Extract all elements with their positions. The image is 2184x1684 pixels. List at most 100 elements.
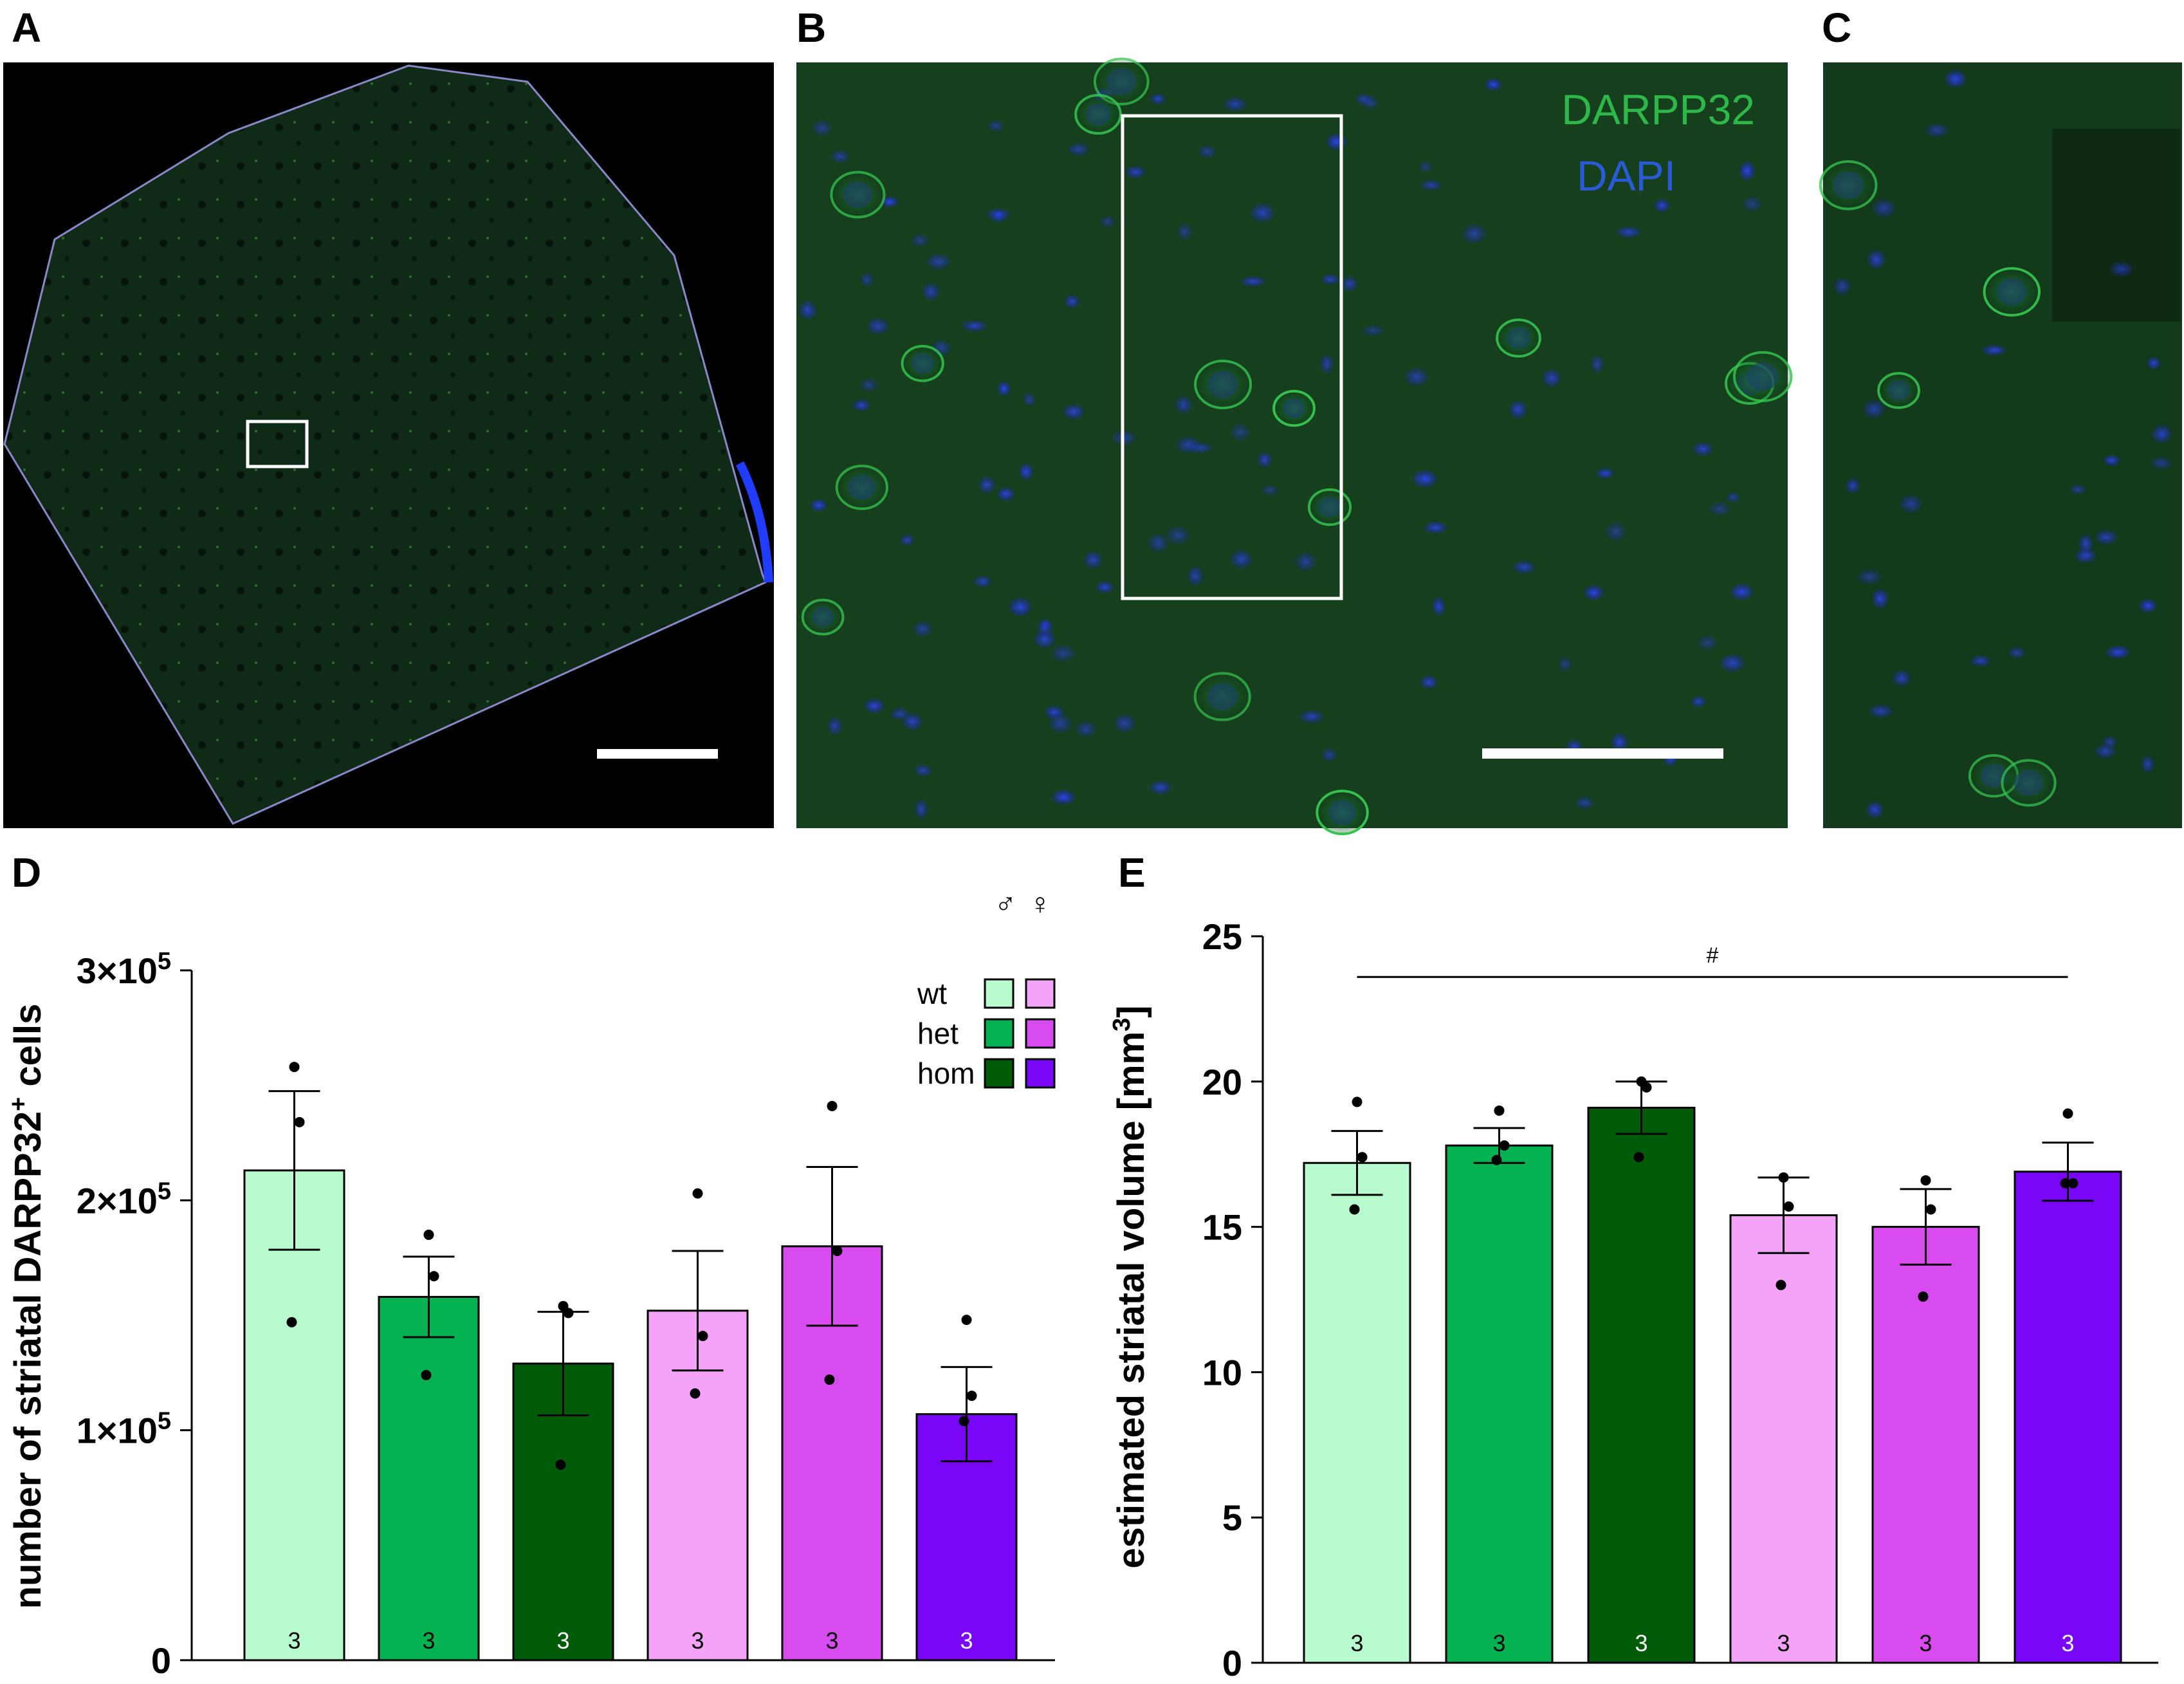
dapi-nucleus bbox=[1654, 199, 1670, 212]
dapi-nucleus bbox=[1616, 227, 1641, 238]
data-point bbox=[2060, 1178, 2071, 1189]
dapi-nucleus bbox=[1542, 369, 1561, 387]
dapi-nucleus bbox=[926, 254, 951, 270]
data-point bbox=[428, 1271, 439, 1282]
data-point bbox=[697, 1331, 708, 1342]
n-label: 3 bbox=[288, 1627, 300, 1654]
darpp32-cells bbox=[801, 57, 1793, 835]
dapi-nucleus bbox=[1691, 696, 1706, 708]
data-point bbox=[1352, 1096, 1363, 1107]
panel-b-image bbox=[796, 62, 1788, 828]
data-point bbox=[2068, 1178, 2078, 1189]
panel-letter-a: A bbox=[12, 5, 41, 51]
n-label: 3 bbox=[2061, 1630, 2074, 1656]
dapi-nucleus bbox=[1148, 533, 1168, 553]
dapi-nucleus bbox=[1321, 274, 1340, 285]
dapi-nucleus bbox=[1596, 467, 1615, 479]
dapi-nucleus bbox=[2104, 455, 2120, 466]
dapi-nucleus bbox=[915, 799, 928, 819]
dapi-nucleus bbox=[1872, 589, 1889, 609]
data-point bbox=[289, 1062, 300, 1073]
dapi-nucleus bbox=[1251, 203, 1275, 223]
y-tick-label: 1×105 bbox=[77, 1408, 171, 1451]
dapi-nucleus bbox=[1726, 492, 1740, 503]
dapi-nucleus bbox=[1223, 97, 1247, 112]
data-point bbox=[286, 1317, 297, 1328]
dapi-nucleus bbox=[1241, 276, 1265, 287]
dapi-nucleus bbox=[1341, 276, 1358, 291]
dapi-nucleus bbox=[1114, 714, 1135, 733]
dapi-nucleus bbox=[903, 713, 922, 730]
dapi-nucleus bbox=[911, 353, 934, 374]
data-point bbox=[1633, 1152, 1644, 1163]
dapi-nucleus bbox=[911, 234, 930, 247]
dapi-nuclei bbox=[1833, 70, 2172, 819]
dapi-nucleus bbox=[1887, 380, 1910, 401]
dapi-nucleus bbox=[2095, 530, 2118, 544]
bar bbox=[1303, 1161, 1411, 1664]
dapi-nucleus bbox=[812, 120, 832, 136]
dapi-nucleus bbox=[843, 181, 872, 208]
legend-swatch-female bbox=[1025, 978, 1056, 1009]
y-axis-title: number of striatal DARPP32+ cells bbox=[5, 1004, 49, 1609]
scale-bar bbox=[597, 749, 718, 759]
dapi-nucleus bbox=[1743, 196, 1762, 212]
data-point bbox=[824, 1374, 835, 1385]
data-point bbox=[832, 1245, 843, 1256]
dapi-nucleus bbox=[1512, 560, 1536, 574]
data-point bbox=[555, 1459, 566, 1470]
dapi-nucleus bbox=[1150, 93, 1166, 105]
data-point bbox=[2062, 1108, 2073, 1119]
panel-letter-e: E bbox=[1118, 849, 1146, 896]
n-label: 3 bbox=[422, 1627, 435, 1654]
data-point bbox=[827, 1100, 838, 1111]
significance-label: # bbox=[1707, 943, 1719, 968]
dapi-nucleus bbox=[2078, 534, 2093, 553]
data-point bbox=[421, 1369, 432, 1380]
dapi-nucleus bbox=[1709, 502, 1731, 516]
dapi-nucleus bbox=[1747, 362, 1779, 391]
bar bbox=[1729, 1214, 1838, 1664]
panel-a: A bbox=[3, 5, 774, 828]
dapi-nucleus bbox=[1945, 70, 1967, 88]
legend-female-symbol: ♀ bbox=[1029, 887, 1052, 920]
dapi-nucleus bbox=[1150, 780, 1171, 795]
dapi-nucleus bbox=[864, 698, 885, 713]
dapi-nucleus bbox=[1361, 96, 1379, 110]
dapi-nucleus bbox=[1230, 550, 1253, 569]
dapi-nucleus bbox=[1177, 223, 1192, 241]
data-point bbox=[692, 1188, 703, 1199]
dapi-nucleus bbox=[881, 196, 899, 207]
data-point bbox=[966, 1391, 977, 1402]
dapi-nucleus bbox=[1413, 470, 1437, 488]
dapi-nucleus bbox=[997, 486, 1014, 501]
data-point bbox=[1776, 1279, 1786, 1290]
dapi-nucleus bbox=[1075, 721, 1096, 737]
dapi-nucleus bbox=[1283, 398, 1305, 419]
dapi-nucleus bbox=[2152, 425, 2172, 443]
n-label: 3 bbox=[1635, 1630, 1647, 1656]
dapi-nucleus bbox=[1083, 551, 1103, 569]
y-axis-title: estimated striatal volume [mm3] bbox=[1108, 1005, 1152, 1568]
n-label: 3 bbox=[1350, 1630, 1363, 1656]
dapi-nucleus bbox=[1605, 522, 1626, 542]
n-label: 3 bbox=[960, 1627, 973, 1654]
legend-swatch-male bbox=[984, 1058, 1014, 1089]
chart-d-plot: 0 1×105 2×105 3×105 3 3 3 3 3 3 bbox=[77, 948, 1055, 1681]
dapi-nucleus bbox=[1424, 521, 1447, 534]
dapi-nucleus bbox=[1106, 68, 1137, 95]
dapi-nucleus bbox=[913, 621, 933, 637]
n-label: 3 bbox=[825, 1627, 838, 1654]
y-tick-label: 2×105 bbox=[77, 1178, 171, 1221]
y-tick-label: 5 bbox=[1222, 1497, 1242, 1538]
y-tick-label: 0 bbox=[1222, 1643, 1242, 1683]
dapi-nucleus bbox=[1996, 278, 2027, 306]
dapi-nucleus bbox=[1096, 580, 1114, 593]
dapi-nucleus bbox=[1846, 477, 1860, 494]
n-label: 3 bbox=[1777, 1630, 1790, 1656]
dapi-nucleus bbox=[1034, 631, 1056, 649]
dapi-nucleus bbox=[1420, 180, 1442, 191]
dapi-nucleus bbox=[1022, 393, 1036, 406]
dapi-nucleus bbox=[1257, 452, 1272, 468]
